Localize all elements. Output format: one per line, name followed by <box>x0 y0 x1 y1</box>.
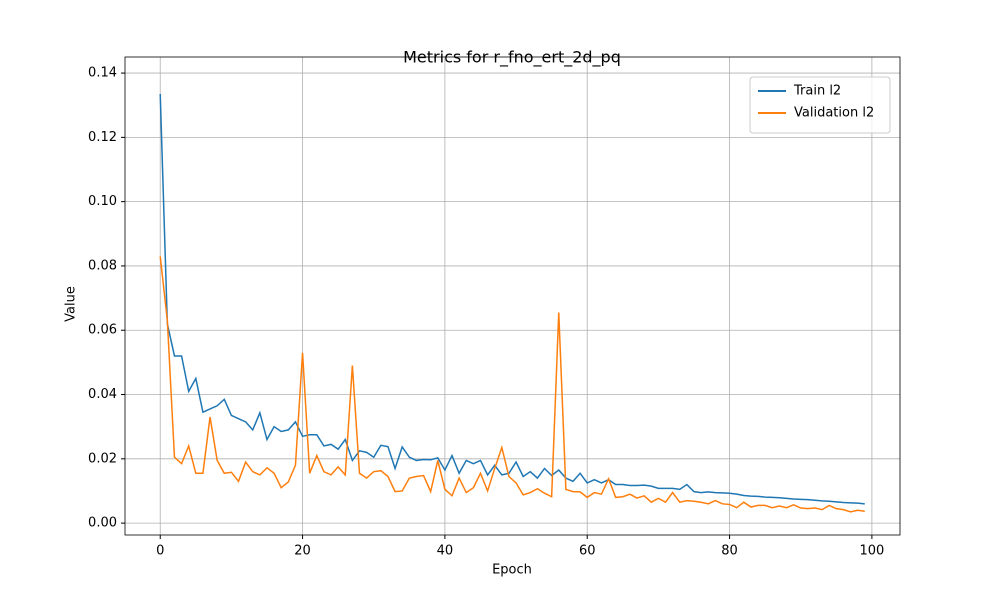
x-tick-label: 100 <box>859 544 884 559</box>
legend-label: Train l2 <box>793 84 841 99</box>
x-tick-label: 20 <box>294 544 311 559</box>
line <box>159 93 865 505</box>
y-tick-label: 0.14 <box>88 66 117 81</box>
x-tick-label: 60 <box>579 544 596 559</box>
legend-label: Validation l2 <box>794 106 874 121</box>
y-tick-label: 0.00 <box>88 516 117 531</box>
y-tick-label: 0.12 <box>88 130 117 145</box>
line <box>159 256 865 513</box>
y-tick-label: 0.04 <box>88 387 117 402</box>
plot-frame <box>124 56 901 536</box>
x-tick-label: 0 <box>156 544 164 559</box>
y-tick-label: 0.06 <box>88 323 117 338</box>
x-tick-label: 40 <box>437 544 454 559</box>
x-axis-label: Epoch <box>492 563 532 578</box>
y-tick-label: 0.10 <box>88 194 117 209</box>
y-tick-label: 0.02 <box>88 451 117 466</box>
y-tick-label: 0.08 <box>88 258 117 273</box>
chart-title: Metrics for r_fno_ert_2d_pq <box>403 48 621 68</box>
x-tick-label: 80 <box>721 544 738 559</box>
y-axis-label: Value <box>64 286 79 322</box>
